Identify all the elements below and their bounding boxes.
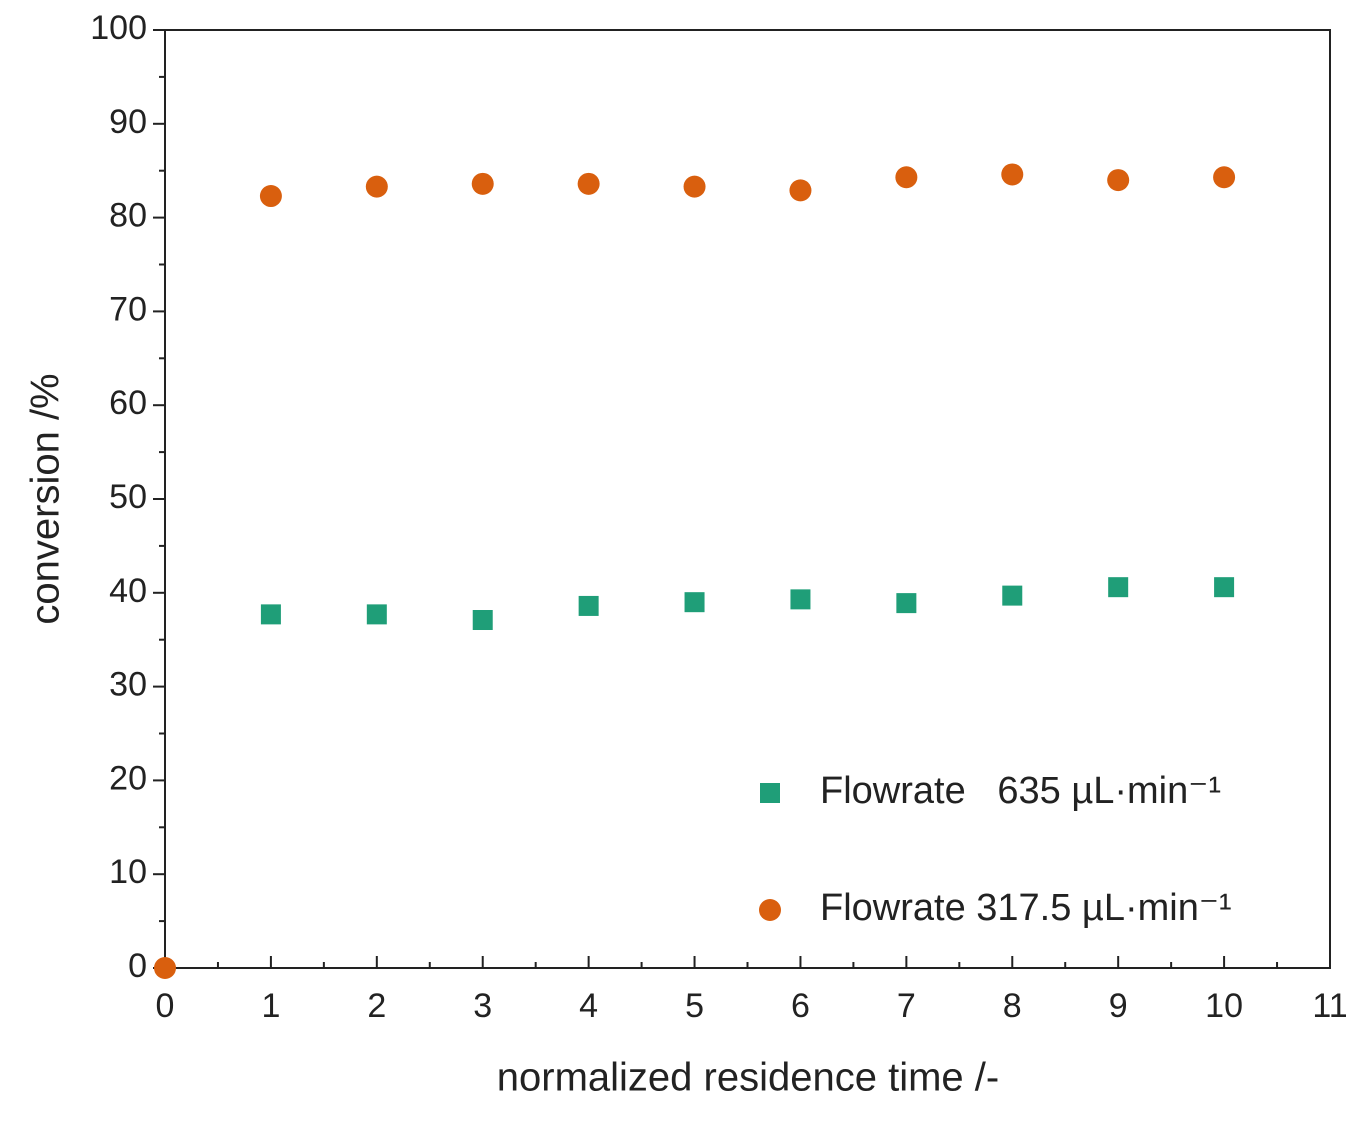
- y-tick-label: 30: [109, 666, 147, 704]
- x-tick-label: 3: [473, 987, 492, 1025]
- x-tick-label: 8: [1003, 987, 1022, 1025]
- x-tick-label: 0: [156, 987, 175, 1025]
- data-point: [1001, 163, 1024, 186]
- data-point: [154, 957, 176, 979]
- y-tick-label: 20: [109, 759, 147, 797]
- y-tick-label: 50: [109, 478, 147, 516]
- x-tick-label: 10: [1205, 987, 1243, 1025]
- y-tick-label: 90: [109, 103, 147, 141]
- data-point: [789, 179, 812, 202]
- data-point: [365, 175, 388, 198]
- data-point: [1107, 169, 1130, 192]
- x-tick-label: 11: [1312, 987, 1347, 1025]
- legend-marker: [759, 899, 781, 921]
- x-axis-label: normalized residence time /-: [497, 1056, 999, 1100]
- x-tick-label: 2: [367, 987, 386, 1025]
- x-tick-label: 4: [579, 987, 598, 1025]
- legend-label: Flowrate 317.5 µL·min⁻¹: [820, 887, 1232, 929]
- data-point: [1108, 577, 1129, 598]
- data-point: [1002, 585, 1023, 606]
- plot-frame: [164, 29, 1331, 969]
- data-point: [578, 595, 599, 616]
- data-point: [577, 172, 600, 195]
- x-tick-label: 6: [791, 987, 810, 1025]
- y-tick-label: 40: [109, 572, 147, 610]
- data-point: [1213, 166, 1236, 189]
- data-point: [471, 172, 494, 195]
- data-point: [684, 592, 705, 613]
- data-point: [895, 166, 918, 189]
- data-point: [683, 175, 706, 198]
- data-point: [259, 185, 282, 208]
- y-tick-label: 80: [109, 197, 147, 235]
- data-point: [472, 610, 493, 631]
- y-tick-label: 100: [90, 9, 147, 47]
- x-tick-label: 7: [897, 987, 916, 1025]
- x-tick-label: 1: [261, 987, 280, 1025]
- legend-marker: [760, 783, 780, 803]
- y-tick-label: 0: [128, 947, 147, 985]
- legend-label: Flowrate 635 µL·min⁻¹: [820, 770, 1221, 812]
- data-point: [366, 604, 387, 625]
- y-axis-label: conversion /%: [24, 373, 68, 624]
- data-point: [790, 589, 811, 610]
- x-tick-label: 9: [1109, 987, 1128, 1025]
- y-tick-label: 10: [109, 853, 147, 891]
- data-point: [896, 593, 917, 614]
- y-tick-label: 70: [109, 290, 147, 328]
- y-tick-label: 60: [109, 384, 147, 422]
- data-point: [260, 604, 281, 625]
- x-tick-label: 5: [685, 987, 704, 1025]
- data-point: [1214, 577, 1235, 598]
